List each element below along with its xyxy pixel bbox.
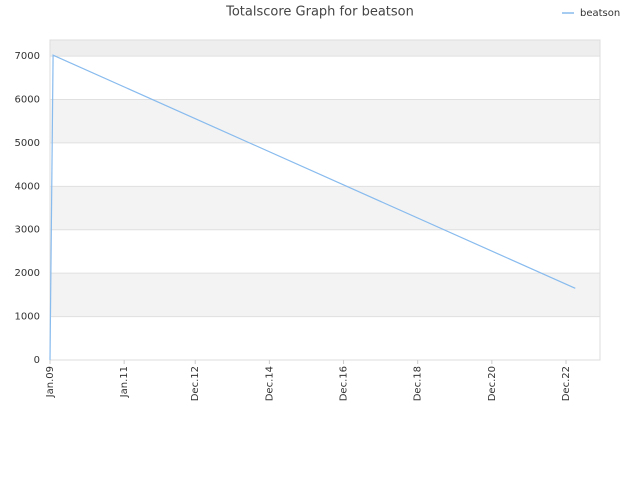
x-tick-label: Dec.14	[264, 366, 275, 401]
plot-frame	[49, 39, 601, 361]
legend-label: beatson	[580, 8, 620, 19]
grid-band	[50, 56, 600, 100]
x-tick-label: Dec.16	[339, 366, 350, 401]
x-tick-label: Dec.20	[487, 366, 498, 401]
grid-band	[50, 99, 600, 143]
x-tick-label: Dec.22	[561, 366, 572, 401]
grid-band	[50, 229, 600, 274]
y-tick-label: 5000	[15, 138, 40, 149]
grid-band	[50, 142, 600, 187]
grid-band	[50, 273, 600, 317]
x-tick-label: Jan.11	[119, 366, 130, 398]
y-tick-label: 6000	[15, 94, 40, 105]
x-tick-label: Jan.09	[45, 366, 56, 398]
x-tick-label: Dec.12	[190, 366, 201, 401]
y-tick-label: 2000	[15, 268, 40, 279]
y-tick-label: 1000	[15, 312, 40, 323]
x-tick-label: Dec.18	[413, 366, 424, 401]
y-tick-label: 3000	[15, 225, 40, 236]
y-tick-label: 7000	[15, 51, 40, 62]
chart-title: Totalscore Graph for beatson	[225, 5, 414, 20]
series-line	[49, 54, 576, 361]
grid-band	[50, 186, 600, 230]
grid-band	[50, 316, 600, 360]
y-tick-label: 4000	[15, 181, 40, 192]
y-tick-label: 0	[34, 355, 40, 366]
grid-band	[50, 40, 600, 57]
